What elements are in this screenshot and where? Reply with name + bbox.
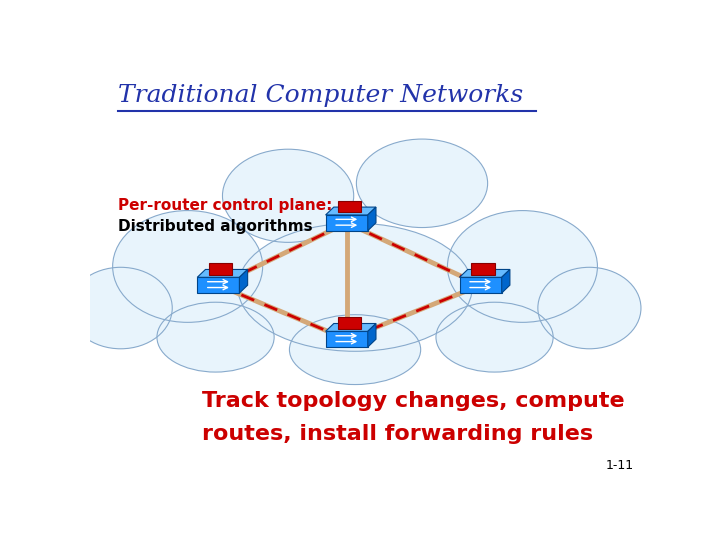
Text: Track topology changes, compute: Track topology changes, compute [202, 391, 624, 411]
FancyBboxPatch shape [338, 318, 361, 329]
Text: Distributed algorithms: Distributed algorithms [118, 219, 312, 234]
Ellipse shape [289, 315, 420, 384]
Text: routes, install forwarding rules: routes, install forwarding rules [202, 424, 593, 444]
Polygon shape [197, 269, 248, 278]
Ellipse shape [356, 139, 487, 227]
FancyBboxPatch shape [472, 263, 495, 274]
Polygon shape [368, 323, 376, 347]
Ellipse shape [238, 223, 472, 352]
Polygon shape [325, 207, 376, 215]
Polygon shape [325, 323, 376, 332]
Text: Per-router control plane:: Per-router control plane: [118, 198, 332, 213]
Ellipse shape [447, 211, 598, 322]
Polygon shape [502, 269, 510, 293]
Polygon shape [368, 207, 376, 231]
Text: Traditional Computer Networks: Traditional Computer Networks [118, 84, 523, 106]
Ellipse shape [69, 267, 172, 349]
Polygon shape [459, 269, 510, 278]
Ellipse shape [222, 149, 354, 242]
Ellipse shape [157, 302, 274, 372]
Polygon shape [459, 278, 502, 293]
Polygon shape [325, 332, 368, 347]
Polygon shape [240, 269, 248, 293]
FancyBboxPatch shape [338, 201, 361, 212]
Polygon shape [197, 278, 240, 293]
Ellipse shape [538, 267, 641, 349]
FancyBboxPatch shape [210, 263, 233, 274]
Ellipse shape [112, 211, 263, 322]
Text: 1-11: 1-11 [606, 460, 634, 472]
Ellipse shape [436, 302, 553, 372]
Polygon shape [325, 215, 368, 231]
